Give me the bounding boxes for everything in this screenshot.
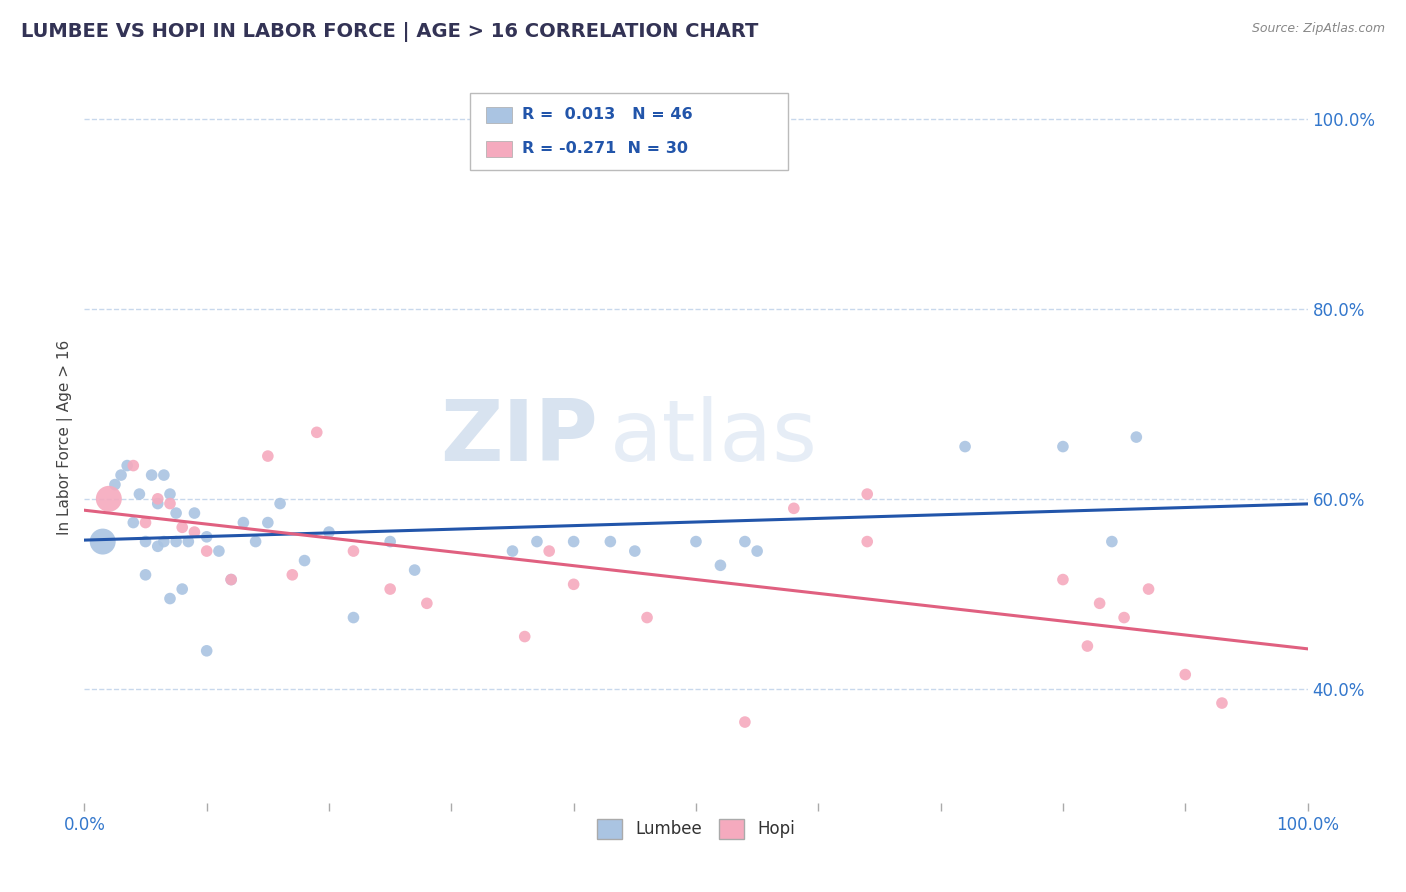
Point (856, 487, 879, 501)
Point (115, 458, 138, 473)
Point (159, 497, 181, 511)
Point (1076, 639, 1098, 653)
Point (165, 506, 187, 520)
Point (122, 458, 145, 473)
Point (195, 644, 218, 658)
Point (305, 425, 328, 440)
Y-axis label: In Labor Force | Age > 16: In Labor Force | Age > 16 (58, 340, 73, 534)
Point (269, 497, 291, 511)
Point (153, 468, 176, 483)
Point (257, 516, 280, 530)
Point (159, 591, 181, 606)
Point (856, 534, 879, 549)
Point (404, 563, 426, 577)
Point (747, 544, 769, 558)
Point (172, 582, 194, 596)
Text: LUMBEE VS HOPI IN LABOR FORCE | AGE > 16 CORRELATION CHART: LUMBEE VS HOPI IN LABOR FORCE | AGE > 16… (21, 22, 758, 42)
Point (1088, 596, 1111, 610)
Point (1137, 582, 1160, 596)
Text: atlas: atlas (610, 395, 818, 479)
Point (219, 573, 242, 587)
Point (146, 491, 169, 506)
Point (135, 534, 157, 549)
Point (380, 582, 402, 596)
Point (153, 534, 176, 549)
FancyBboxPatch shape (485, 141, 513, 157)
Point (177, 534, 200, 549)
Point (1101, 534, 1123, 549)
Point (526, 534, 548, 549)
Point (195, 544, 218, 558)
Point (183, 524, 205, 539)
Point (416, 596, 439, 610)
Point (1174, 667, 1197, 681)
Point (562, 577, 585, 591)
Point (159, 487, 181, 501)
Point (257, 449, 280, 463)
Point (734, 714, 756, 729)
Point (636, 610, 658, 624)
Point (128, 487, 150, 501)
Point (294, 553, 316, 567)
Point (624, 544, 647, 558)
FancyBboxPatch shape (470, 94, 787, 170)
Point (685, 534, 707, 549)
Point (513, 630, 536, 644)
Point (599, 534, 621, 549)
Point (1114, 610, 1136, 624)
Point (1211, 696, 1233, 710)
Point (1052, 573, 1074, 587)
Point (953, 440, 976, 454)
Point (219, 573, 242, 587)
Point (146, 497, 169, 511)
Point (135, 567, 157, 582)
Point (342, 610, 364, 624)
Point (1125, 430, 1147, 444)
Point (245, 534, 267, 549)
Text: ZIP: ZIP (440, 395, 598, 479)
Point (183, 506, 205, 520)
Text: R =  0.013   N = 46: R = 0.013 N = 46 (522, 107, 693, 122)
Point (502, 544, 524, 558)
Point (146, 539, 169, 553)
Point (195, 530, 218, 544)
Point (342, 544, 364, 558)
Text: Source: ZipAtlas.com: Source: ZipAtlas.com (1251, 22, 1385, 36)
Point (172, 520, 194, 534)
Point (538, 544, 561, 558)
Point (141, 468, 163, 483)
Legend: Lumbee, Hopi: Lumbee, Hopi (591, 812, 801, 846)
Point (165, 534, 187, 549)
Point (91, 534, 114, 549)
Point (110, 468, 132, 483)
Point (97, 491, 120, 506)
Point (709, 558, 731, 573)
Point (1052, 440, 1074, 454)
Point (122, 516, 145, 530)
Point (380, 534, 402, 549)
Point (783, 501, 806, 516)
Point (208, 544, 231, 558)
Point (104, 477, 127, 491)
Point (135, 516, 157, 530)
Point (318, 524, 340, 539)
Point (232, 516, 254, 530)
FancyBboxPatch shape (485, 107, 513, 123)
Text: R = -0.271  N = 30: R = -0.271 N = 30 (522, 141, 689, 156)
Point (734, 534, 756, 549)
Point (562, 534, 585, 549)
Point (281, 567, 304, 582)
